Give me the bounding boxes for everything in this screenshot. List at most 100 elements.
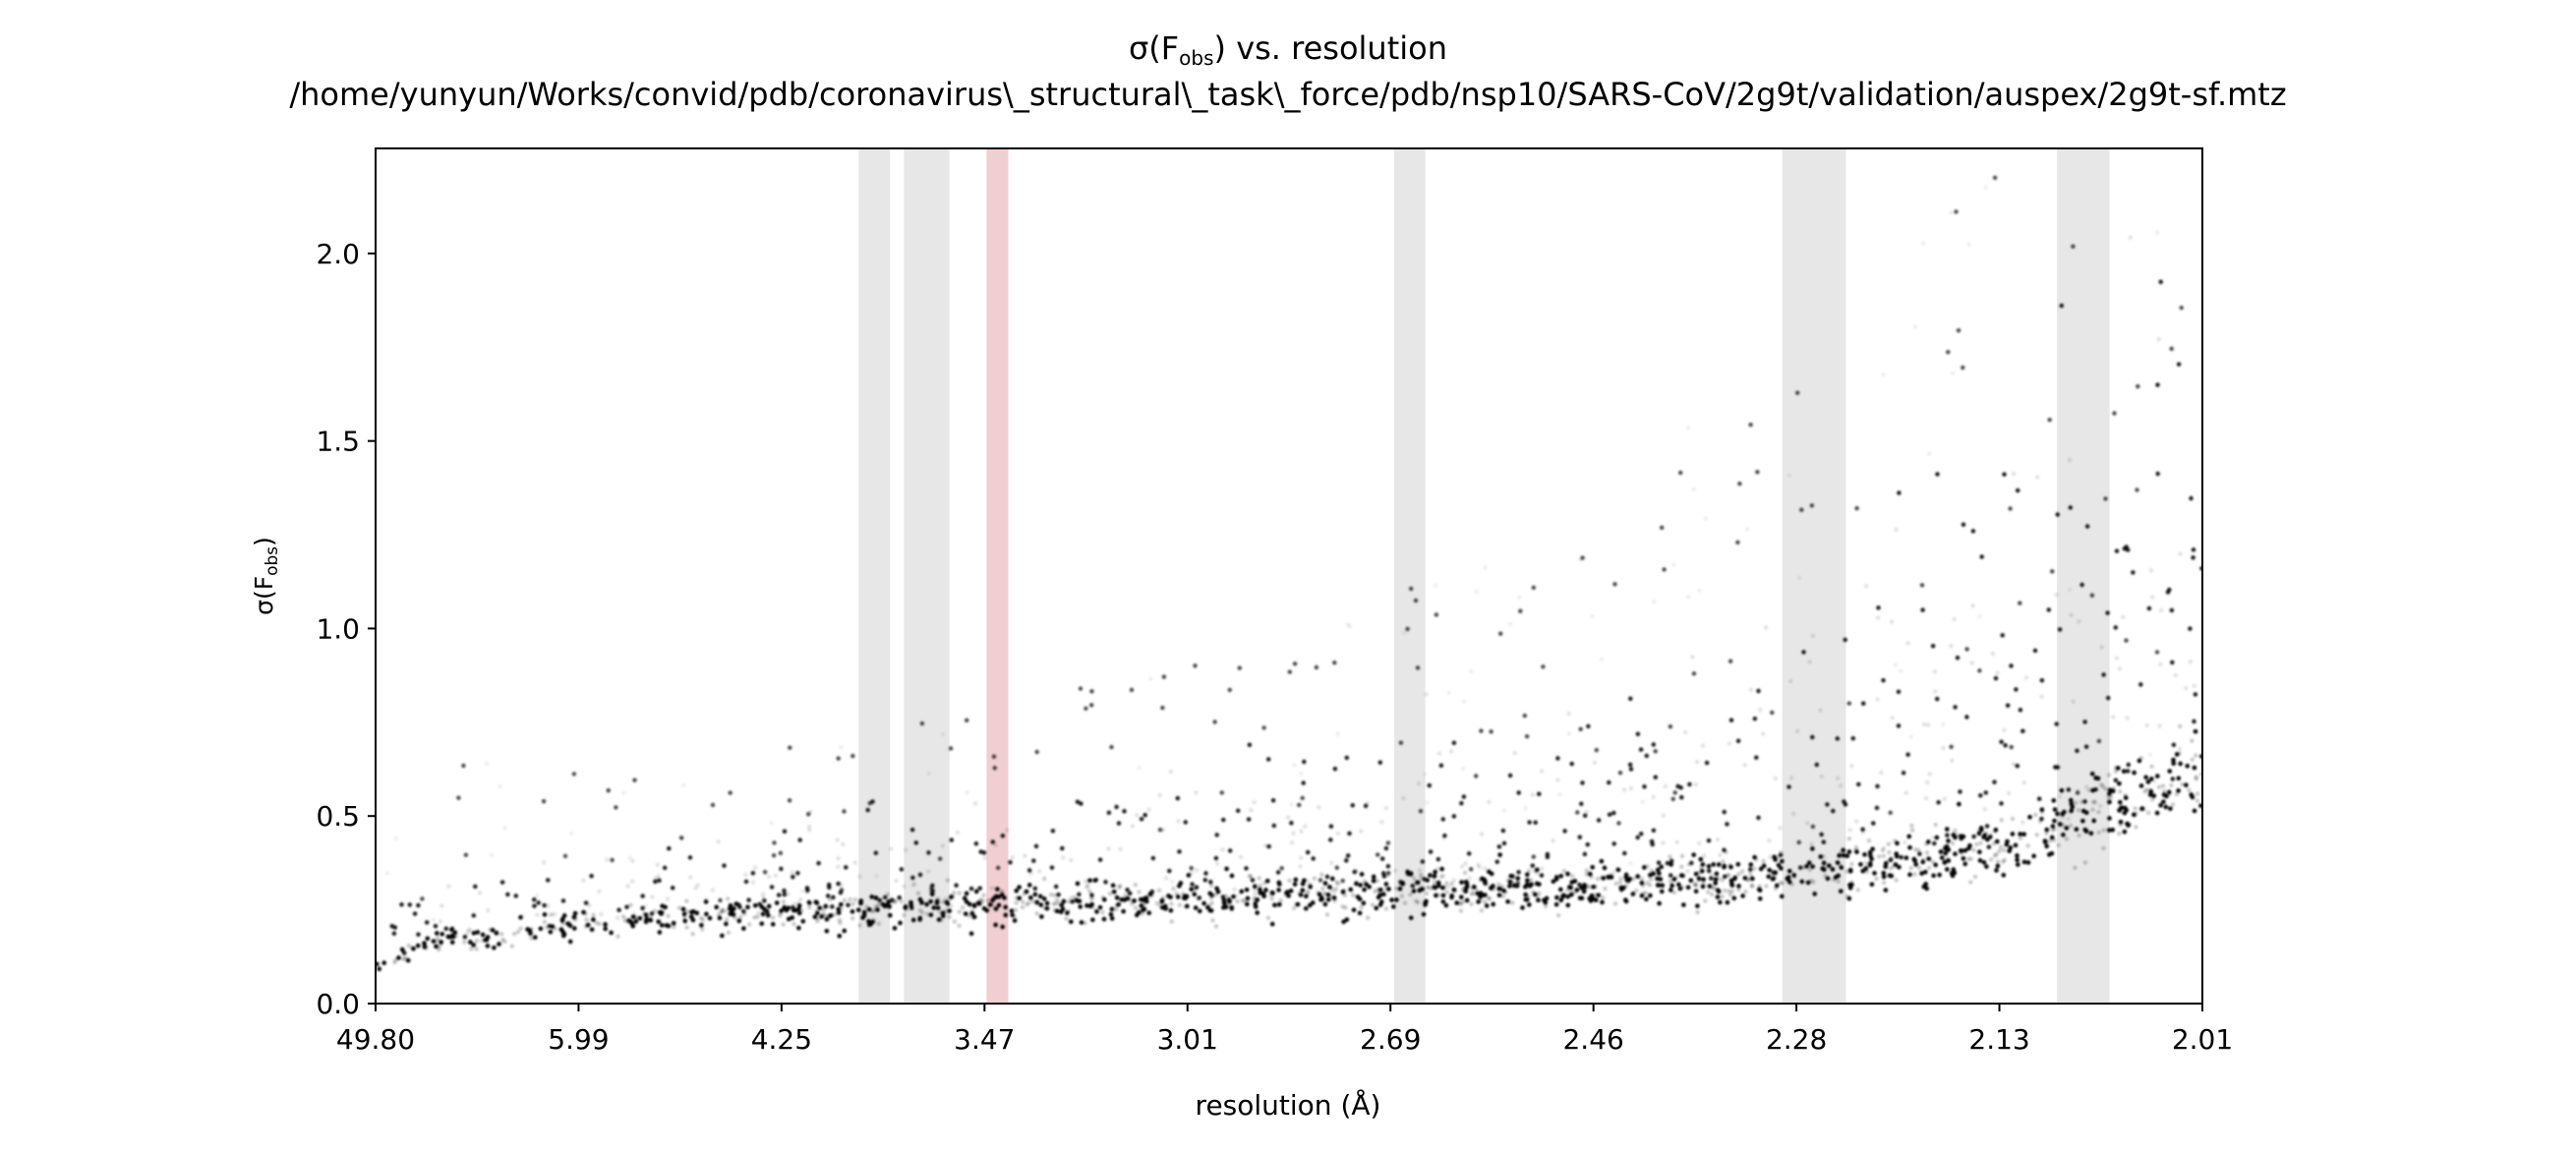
scatter-point [1106, 846, 1111, 851]
scatter-point [1287, 878, 1292, 884]
scatter-point [2106, 773, 2112, 777]
scatter-point [952, 919, 958, 924]
scatter-point [1886, 841, 1892, 846]
scatter-point [750, 880, 756, 885]
scatter-point [1069, 857, 1074, 863]
scatter-point [1855, 888, 1861, 892]
scatter-point [2057, 794, 2062, 799]
scatter-point [1894, 527, 1899, 532]
scatter-point [965, 790, 969, 795]
scatter-point [2142, 789, 2147, 794]
scatter-point [1807, 660, 1812, 664]
scatter-point [1715, 836, 1721, 842]
scatter-point [2099, 645, 2104, 650]
scatter-point [981, 892, 986, 897]
scatter-point [591, 912, 596, 918]
scatter-point [1137, 766, 1142, 771]
scatter-point [1970, 604, 1975, 608]
scatter-point [1417, 868, 1423, 873]
scatter-point [621, 790, 626, 795]
scatter-point [1306, 890, 1311, 895]
scatter-point [1749, 883, 1755, 889]
scatter-point [1671, 890, 1677, 895]
scatter-point [1695, 909, 1700, 915]
scatter-point [940, 843, 945, 848]
scatter-point [770, 915, 776, 920]
scatter-point [2194, 753, 2198, 758]
scatter-point [743, 872, 748, 878]
scatter-point [1778, 826, 1783, 831]
scatter-point [1194, 790, 1199, 795]
scatter-point [790, 870, 794, 875]
scatter-point [1679, 864, 1684, 869]
scatter-point [1169, 901, 1174, 906]
scatter-point [1909, 823, 1914, 829]
scatter-point [700, 927, 705, 932]
scatter-point [462, 940, 467, 945]
scatter-point [1966, 242, 1972, 247]
scatter-point [1154, 900, 1160, 906]
scatter-point [1999, 818, 2004, 823]
scatter-point [1214, 861, 1220, 866]
scatter-point [628, 902, 633, 907]
scatter-point [1953, 828, 1958, 834]
scatter-point [688, 875, 693, 880]
scatter-point [1412, 876, 1417, 881]
scatter-point [1130, 824, 1136, 829]
scatter-point [1462, 870, 1468, 876]
scatter-point [1422, 772, 1428, 777]
scatter-point [1235, 892, 1241, 897]
scatter-point [1529, 878, 1534, 883]
scatter-point [672, 924, 676, 930]
scatter-point [945, 878, 951, 883]
scatter-point [1176, 819, 1181, 824]
scatter-point [1923, 795, 1929, 801]
scatter-point [1990, 651, 1996, 657]
scatter-point [1757, 884, 1763, 889]
scatter-point [465, 930, 470, 936]
scatter-point [1394, 886, 1399, 892]
scatter-point [807, 905, 812, 910]
scatter-point [1370, 902, 1376, 907]
scatter-point [1949, 210, 1954, 215]
scatter-point [815, 919, 820, 924]
scatter-point [949, 903, 954, 909]
scatter-point [2011, 471, 2017, 476]
scatter-point [752, 865, 758, 870]
scatter-point [1941, 745, 1946, 751]
scatter-point [1847, 828, 1852, 833]
scatter-point [2086, 787, 2092, 793]
scatter-point [926, 771, 931, 777]
scatter-point [2067, 457, 2073, 463]
scatter-point [957, 923, 962, 928]
scatter-point [1702, 853, 1707, 858]
scatter-point [1436, 751, 1442, 756]
scatter-point [1652, 599, 1657, 604]
scatter-point [1479, 832, 1485, 836]
scatter-point [999, 889, 1005, 893]
scatter-point [1501, 808, 1507, 813]
scatter-point [1424, 692, 1430, 697]
scatter-point [2023, 675, 2029, 680]
plot-area [375, 147, 2203, 1005]
scatter-point [1537, 891, 1542, 896]
scatter-point [2044, 831, 2049, 836]
scatter-point [1025, 902, 1029, 907]
scatter-point [474, 939, 480, 944]
scatter-point [2018, 835, 2023, 841]
scatter-point [1424, 891, 1430, 896]
scatter-point [499, 932, 504, 937]
scatter-point [786, 892, 790, 896]
scatter-point [1023, 853, 1027, 858]
scatter-point [1170, 879, 1175, 884]
scatter-point [1875, 697, 1880, 702]
scatter-point [1818, 708, 1823, 713]
scatter-point [1693, 781, 1699, 787]
scatter-point [1927, 451, 1932, 456]
scatter-point [1835, 776, 1841, 780]
scatter-point [985, 898, 990, 903]
scatter-point [1690, 655, 1695, 660]
scatter-point [698, 915, 704, 921]
scatter-point [1890, 716, 1895, 720]
scatter-point [1168, 769, 1174, 775]
